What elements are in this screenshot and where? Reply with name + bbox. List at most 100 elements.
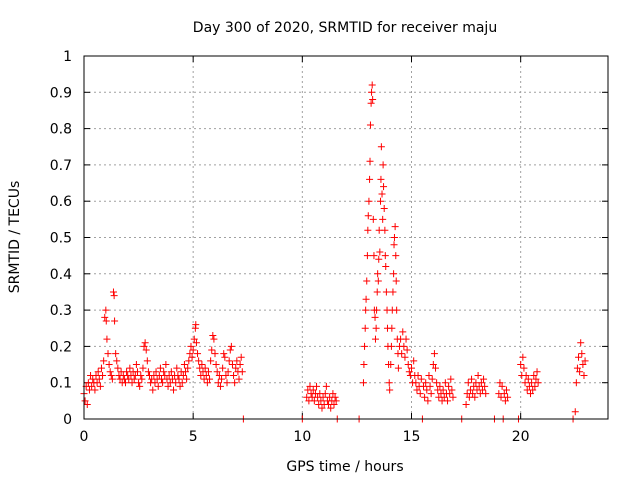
data-point [236,361,244,369]
data-point [500,390,508,398]
data-point [576,368,584,376]
data-point [382,263,390,271]
data-point [228,361,236,369]
data-point [108,375,116,383]
data-point [327,404,335,412]
data-point [194,350,202,358]
data-point [192,321,200,329]
data-point [105,361,113,369]
data-point [441,379,449,387]
data-point [126,364,134,372]
data-point [207,357,215,365]
data-point [89,375,97,383]
data-point [526,390,534,398]
data-point [104,350,112,358]
y-tick-label: 0.1 [50,376,72,392]
data-point [524,375,532,383]
data-point [400,342,408,350]
data-point [133,368,141,376]
data-point [144,368,152,376]
data-point [170,386,178,394]
data-point [213,368,221,376]
data-point [224,368,232,376]
data-point [480,375,488,383]
data-point [172,379,180,387]
data-point [168,375,176,383]
y-tick-label: 0.4 [50,267,72,283]
data-point [139,364,147,372]
data-point [95,375,103,383]
y-tick-label: 0.7 [50,158,72,174]
data-point [405,368,413,376]
data-point [391,223,399,231]
data-point [103,335,111,343]
gridlines [84,56,608,419]
data-point [376,248,384,256]
data-point [225,357,233,365]
data-point [180,361,188,369]
data-point [192,339,200,347]
data-point [332,397,340,405]
data-point [214,379,222,387]
data-point [142,346,150,354]
data-point [498,382,506,390]
data-point [530,371,538,379]
data-point [502,386,510,394]
data-point [371,335,379,343]
data-point [188,353,196,361]
data-point [368,88,376,96]
y-tick-label: 0.9 [50,85,72,101]
data-point [360,361,368,369]
data-point [580,371,588,379]
data-point [366,175,374,183]
data-point [369,215,377,223]
data-point [365,197,373,205]
data-point [425,371,433,379]
data-point [444,397,452,405]
data-point [212,361,220,369]
data-point [501,397,509,405]
data-point [392,277,400,285]
data-point [504,393,512,401]
data-point [522,371,530,379]
data-point [424,397,432,405]
data-point [519,353,527,361]
data-point [390,270,398,278]
data-point [414,371,422,379]
data-point [471,393,479,401]
data-point [319,393,327,401]
data-point [382,288,390,296]
data-point [96,382,104,390]
data-point [230,371,238,379]
data-point [578,350,586,358]
data-point [92,371,100,379]
data-point [387,342,395,350]
data-point [430,350,438,358]
data-point [210,335,218,343]
data-point [433,379,441,387]
data-point [156,364,164,372]
data-point [238,368,246,376]
data-point [218,375,226,383]
data-point [368,81,376,89]
data-point [388,324,396,332]
data-point [130,375,138,383]
data-point [440,393,448,401]
data-point [375,255,383,263]
data-point [377,175,385,183]
data-point [469,390,477,398]
data-point [575,353,583,361]
data-point [392,252,400,260]
data-point [381,252,389,260]
data-point [468,375,476,383]
data-point [215,371,223,379]
data-point [372,324,380,332]
x-tick-label: 10 [293,429,311,445]
data-point [128,379,136,387]
data-point [222,371,230,379]
data-point [517,361,525,369]
data-point [208,346,216,354]
data-point [132,361,140,369]
data-point [366,121,374,129]
